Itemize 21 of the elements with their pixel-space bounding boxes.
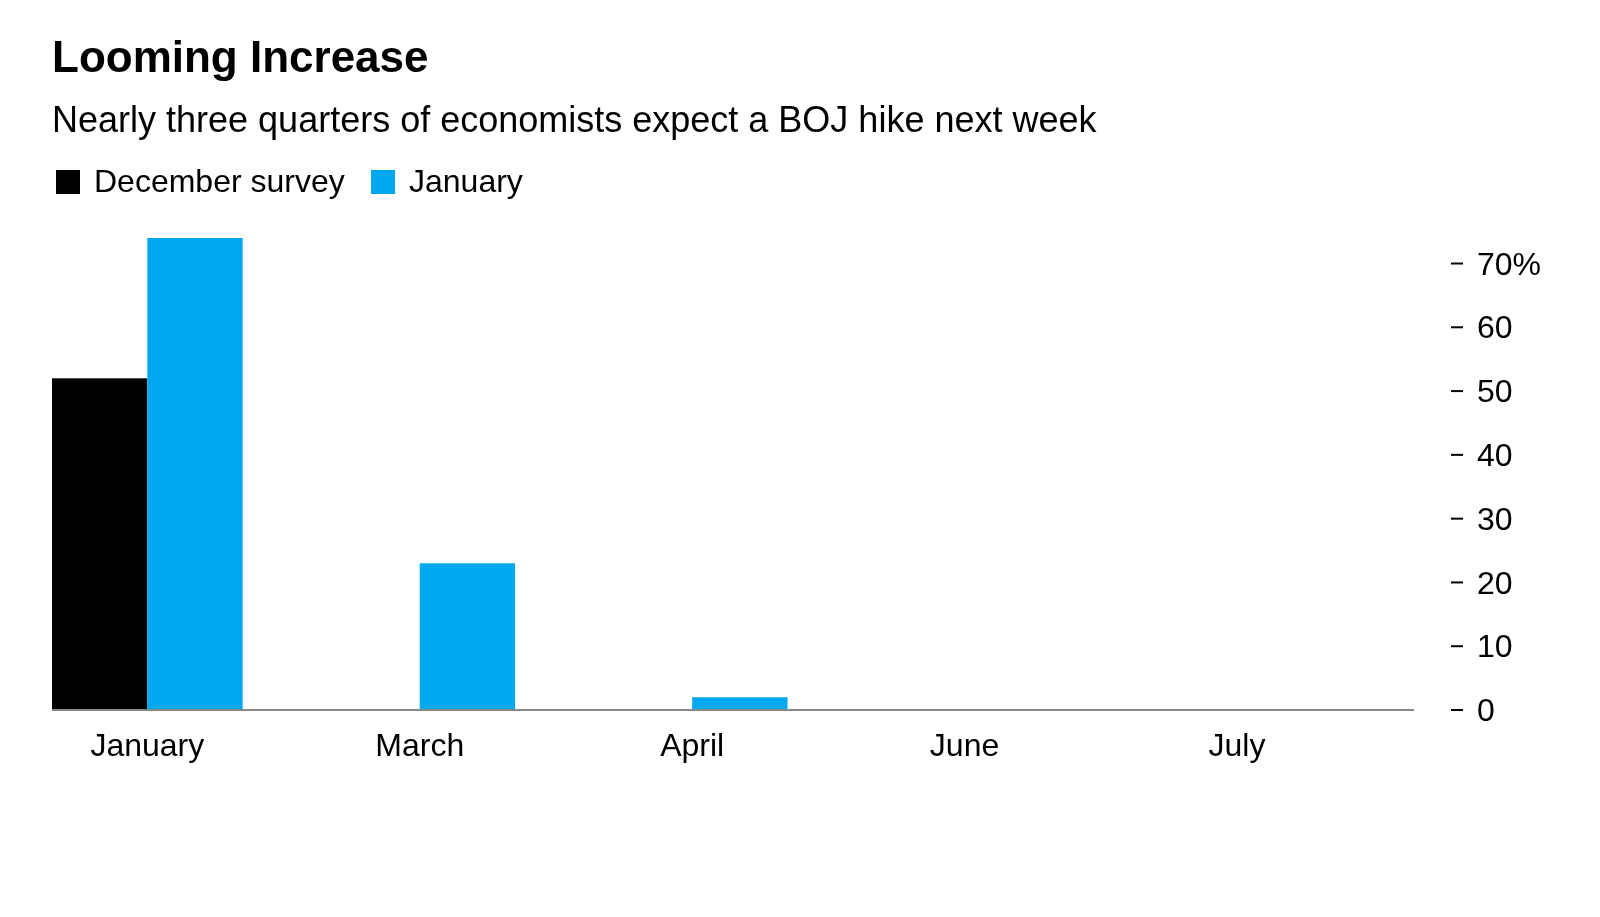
y-tick-label: 70% xyxy=(1477,245,1542,282)
y-tick-label: 10 xyxy=(1477,628,1513,665)
bar xyxy=(692,697,788,710)
y-tick-label: 30 xyxy=(1477,500,1513,537)
legend-label: December survey xyxy=(94,163,345,199)
y-tick-label: 20 xyxy=(1477,564,1513,601)
y-tick-label: 0 xyxy=(1477,692,1495,729)
x-tick-label: June xyxy=(929,727,1000,763)
bar xyxy=(52,378,148,710)
bar xyxy=(419,563,516,710)
chart-title: Looming Increase xyxy=(52,32,429,81)
x-tick-label: March xyxy=(375,727,465,763)
bar xyxy=(147,238,243,710)
legend-label: January xyxy=(409,163,523,199)
y-tick-label: 40 xyxy=(1477,437,1513,474)
chart-subtitle: Nearly three quarters of economists expect a BOJ hike next week xyxy=(52,99,1098,140)
x-tick-label: July xyxy=(1208,727,1266,763)
y-tick-label: 60 xyxy=(1477,309,1513,346)
x-tick-label: January xyxy=(90,727,205,763)
x-tick-label: April xyxy=(660,727,725,763)
y-tick-label: 50 xyxy=(1477,373,1513,410)
